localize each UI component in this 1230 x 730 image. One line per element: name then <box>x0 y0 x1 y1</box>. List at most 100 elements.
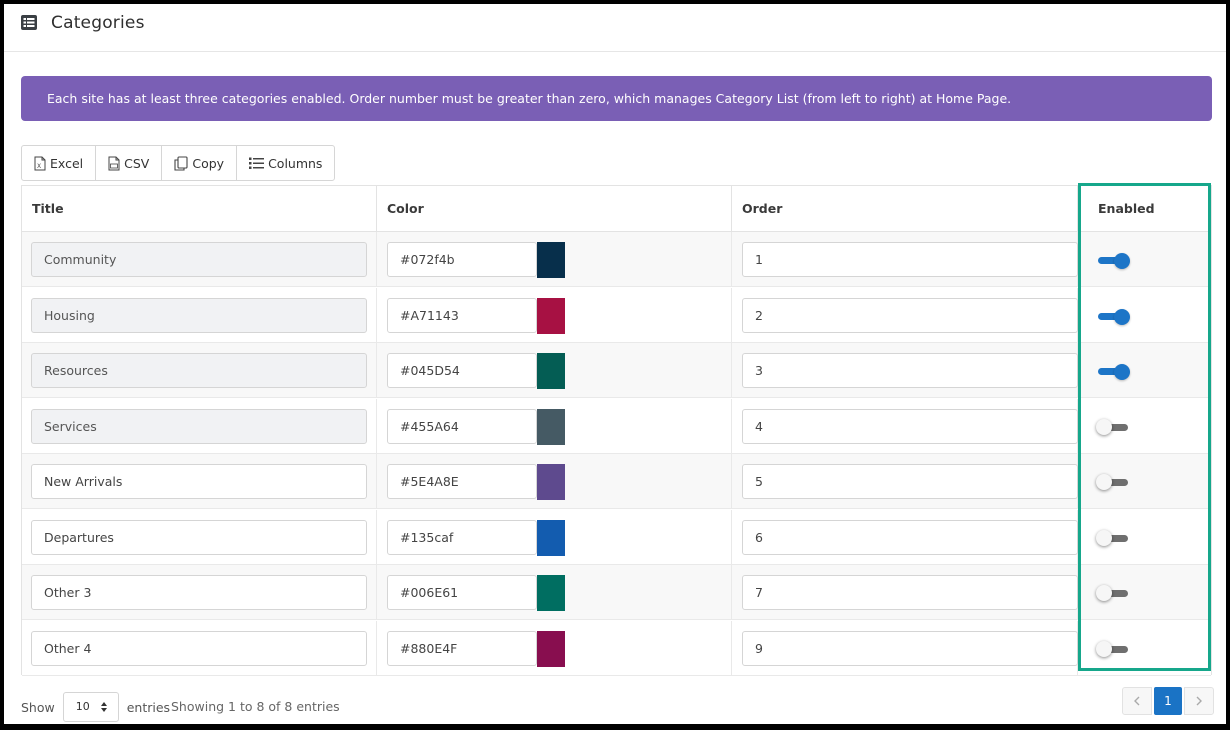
order-cell: 3 <box>732 343 1078 398</box>
title-input[interactable]: Community <box>31 242 367 277</box>
order-input[interactable]: 3 <box>742 353 1078 388</box>
color-cell: #5E4A8E <box>377 454 732 509</box>
toggle-knob <box>1114 309 1130 325</box>
csv-label: CSV <box>124 155 150 171</box>
csv-button[interactable]: CSV <box>96 146 163 180</box>
order-input[interactable]: 4 <box>742 409 1078 444</box>
color-input[interactable]: #135caf <box>387 520 537 555</box>
column-header-title[interactable]: Title <box>22 186 377 231</box>
column-header-color[interactable]: Color <box>377 186 732 231</box>
enabled-toggle[interactable] <box>1098 309 1130 325</box>
enabled-toggle[interactable] <box>1096 585 1128 601</box>
toggle-knob <box>1096 585 1112 601</box>
chevron-left-icon <box>1134 696 1140 706</box>
toggle-track <box>1098 479 1128 486</box>
color-swatch[interactable] <box>537 298 565 334</box>
enabled-toggle[interactable] <box>1096 641 1128 657</box>
color-swatch[interactable] <box>537 575 565 611</box>
enabled-toggle[interactable] <box>1098 364 1130 380</box>
toggle-knob <box>1096 474 1112 490</box>
title-input[interactable]: Services <box>31 409 367 444</box>
color-swatch[interactable] <box>537 242 565 278</box>
title-cell: Other 4 <box>22 621 377 676</box>
color-input[interactable]: #045D54 <box>387 353 537 388</box>
export-toolbar: X Excel CSV Copy Columns <box>21 145 336 181</box>
page-title: Categories <box>51 13 145 33</box>
title-cell: New Arrivals <box>22 454 377 509</box>
title-input[interactable]: Resources <box>31 353 367 388</box>
title-cell: Housing <box>22 288 377 343</box>
enabled-toggle[interactable] <box>1098 253 1130 269</box>
color-input[interactable]: #880E4F <box>387 631 537 666</box>
columns-label: Columns <box>268 155 323 171</box>
color-swatch[interactable] <box>537 464 565 500</box>
color-cell: #072f4b <box>377 232 732 287</box>
entries-info: Showing 1 to 8 of 8 entries <box>171 699 340 714</box>
list-table-icon <box>21 15 37 30</box>
page-1-button[interactable]: 1 <box>1154 687 1182 715</box>
color-input[interactable]: #A71143 <box>387 298 537 333</box>
order-input[interactable]: 2 <box>742 298 1078 333</box>
order-input[interactable]: 6 <box>742 520 1078 555</box>
order-input[interactable]: 1 <box>742 242 1078 277</box>
table-row: Other 4 #880E4F 9 <box>22 621 1211 676</box>
order-input[interactable]: 5 <box>742 464 1078 499</box>
chevron-right-icon <box>1196 696 1202 706</box>
toggle-track <box>1098 257 1128 264</box>
color-input[interactable]: #006E61 <box>387 575 537 610</box>
order-cell: 7 <box>732 565 1078 620</box>
enabled-toggle[interactable] <box>1096 530 1128 546</box>
toggle-knob <box>1114 364 1130 380</box>
order-input[interactable]: 7 <box>742 575 1078 610</box>
title-input[interactable]: Housing <box>31 298 367 333</box>
title-input[interactable]: New Arrivals <box>31 464 367 499</box>
color-cell: #045D54 <box>377 343 732 398</box>
order-cell: 4 <box>732 399 1078 454</box>
column-header-order[interactable]: Order <box>732 186 1078 231</box>
copy-button[interactable]: Copy <box>162 146 238 180</box>
previous-page-button[interactable] <box>1122 687 1152 715</box>
color-input[interactable]: #072f4b <box>387 242 537 277</box>
page-size-select[interactable]: 10 <box>62 692 119 722</box>
order-cell: 1 <box>732 232 1078 287</box>
list-icon <box>249 157 265 169</box>
table-header: Title Color Order Enabled <box>22 186 1211 232</box>
title-cell: Community <box>22 232 377 287</box>
color-swatch[interactable] <box>537 520 565 556</box>
toggle-track <box>1098 313 1128 320</box>
color-input[interactable]: #5E4A8E <box>387 464 537 499</box>
column-header-enabled[interactable]: Enabled <box>1098 201 1155 216</box>
table-row: Community #072f4b 1 <box>22 232 1211 287</box>
order-input[interactable]: 9 <box>742 631 1078 666</box>
copy-icon <box>174 155 188 171</box>
order-cell: 2 <box>732 288 1078 343</box>
title-input[interactable]: Other 4 <box>31 631 367 666</box>
color-swatch[interactable] <box>537 631 565 667</box>
table-row: Housing #A71143 2 <box>22 288 1211 343</box>
title-input[interactable]: Other 3 <box>31 575 367 610</box>
color-swatch[interactable] <box>537 353 565 389</box>
info-alert: Each site has at least three categories … <box>21 76 1212 121</box>
enabled-toggle[interactable] <box>1096 474 1128 490</box>
table-row: New Arrivals #5E4A8E 5 <box>22 454 1211 509</box>
color-cell: #135caf <box>377 510 732 565</box>
enabled-toggle[interactable] <box>1096 419 1128 435</box>
excel-button[interactable]: X Excel <box>22 146 97 180</box>
color-input[interactable]: #455A64 <box>387 409 537 444</box>
table-row: Resources #045D54 3 <box>22 343 1211 398</box>
columns-button[interactable]: Columns <box>237 146 334 180</box>
toggle-track <box>1098 424 1128 431</box>
title-cell: Departures <box>22 510 377 565</box>
title-input[interactable]: Departures <box>31 520 367 555</box>
excel-label: Excel <box>50 155 84 171</box>
color-cell: #006E61 <box>377 565 732 620</box>
order-cell: 5 <box>732 454 1078 509</box>
color-cell: #455A64 <box>377 399 732 454</box>
categories-table: Title Color Order Enabled Community #072f… <box>21 185 1212 676</box>
next-page-button[interactable] <box>1184 687 1214 715</box>
order-cell: 6 <box>732 510 1078 565</box>
svg-text:X: X <box>37 163 41 170</box>
color-swatch[interactable] <box>537 409 565 445</box>
toggle-knob <box>1096 641 1112 657</box>
title-cell: Resources <box>22 343 377 398</box>
